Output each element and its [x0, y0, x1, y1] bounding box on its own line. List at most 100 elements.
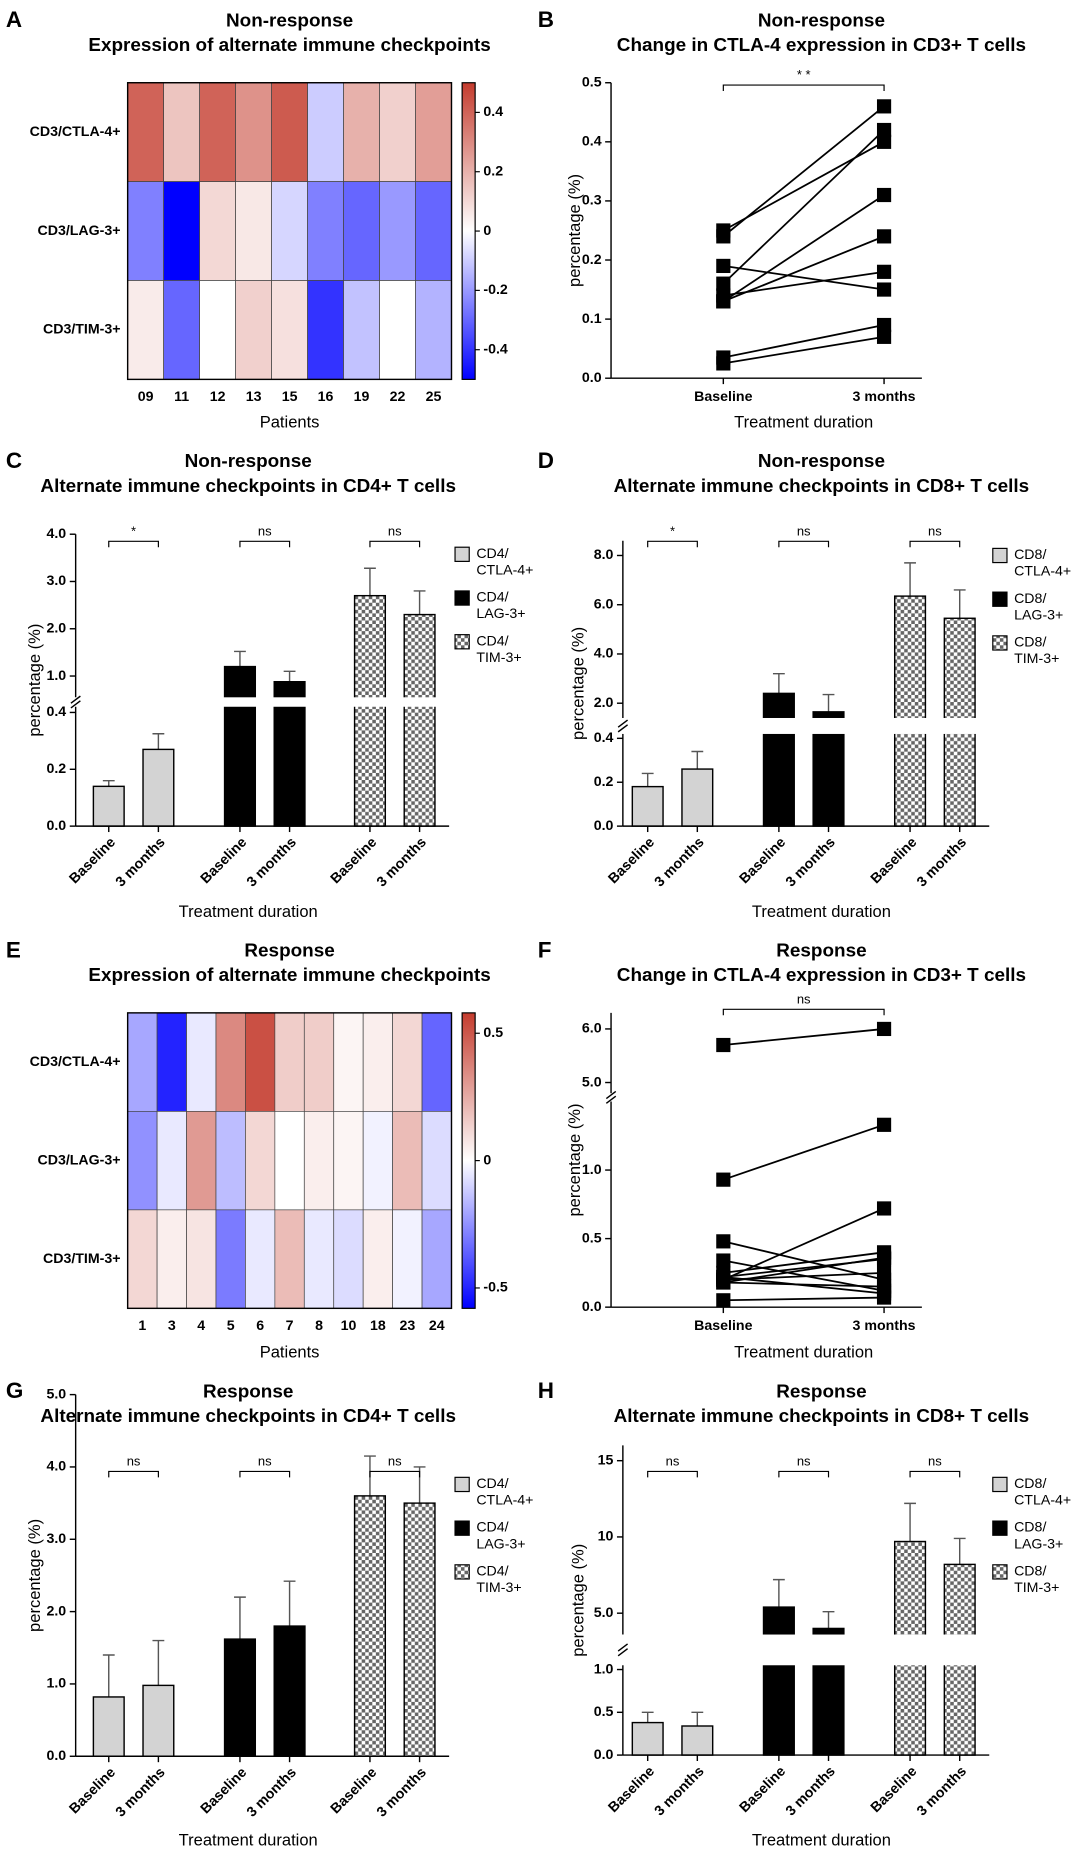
heatmap-cell: [215, 1111, 246, 1211]
heatmap-cell: [199, 280, 236, 380]
column-label: 16: [318, 389, 334, 405]
heatmap-cell: [156, 1111, 187, 1211]
error-bar: [234, 1596, 246, 1640]
axis-break: [617, 1648, 629, 1657]
x-tick-label: Baseline: [328, 834, 381, 887]
pair-marker: [876, 99, 892, 114]
legend-item: CD8/ LAG-3+: [1014, 1519, 1063, 1552]
y-tick-label: 0.2: [594, 774, 614, 790]
heatmap-cell: [186, 1209, 217, 1309]
significance-label: ns: [388, 523, 402, 538]
legend-swatch: [992, 591, 1008, 607]
bar: [273, 1625, 306, 1757]
legend-label: CD8/ CTLA-4+: [1014, 546, 1072, 580]
column-label: 5: [227, 1318, 235, 1334]
bar: [893, 595, 927, 827]
significance-bracket: [778, 1470, 830, 1478]
panel-letter: F: [538, 937, 552, 962]
column-label: 7: [286, 1318, 294, 1334]
chart-subtitle: Expression of alternate immune checkpoin…: [88, 965, 490, 986]
x-tick-label: Baseline: [737, 1763, 790, 1816]
colorbar-tick-label: -0.5: [483, 1280, 508, 1296]
bar: [403, 1502, 436, 1757]
x-tick-label: Baseline: [694, 1318, 752, 1334]
legend-item: CD8/ TIM-3+: [1014, 1562, 1059, 1595]
y-tick-label: 5.0: [47, 1386, 67, 1402]
column-label: 11: [174, 389, 189, 405]
error-bar: [283, 670, 296, 682]
y-tick-label: 0.0: [594, 1747, 614, 1763]
significance-bracket: [647, 540, 698, 548]
pair-marker: [876, 282, 892, 297]
y-tick-label: 4.0: [47, 526, 67, 542]
legend-item: CD8/ LAG-3+: [1014, 590, 1063, 623]
x-tick-label: Baseline: [328, 1765, 381, 1818]
error-bar: [691, 750, 704, 770]
x-tick-label: 3 months: [853, 389, 916, 405]
heatmap-cell: [156, 1012, 187, 1112]
y-tick-label: 0.3: [582, 193, 602, 209]
heatmap-cell: [333, 1012, 364, 1112]
legend-label: CD4/ LAG-3+: [476, 1518, 526, 1552]
bar: [223, 1638, 257, 1757]
error-bar: [234, 650, 246, 667]
chart-title: Response: [776, 940, 866, 961]
legend-swatch: [992, 635, 1008, 651]
y-axis-label: percentage (%): [569, 1544, 588, 1657]
column-label: 18: [370, 1318, 386, 1334]
x-tick-label: Baseline: [868, 1763, 921, 1816]
error-bar: [641, 772, 654, 787]
x-tick-label: 3 months: [244, 1765, 300, 1821]
y-tick-label: 6.0: [582, 1021, 602, 1037]
significance-bracket: [369, 540, 421, 548]
row-label: CD3/LAG-3+: [37, 1152, 120, 1168]
error-bar: [641, 1711, 654, 1723]
legend-swatch: [992, 1476, 1008, 1493]
bar: [142, 748, 175, 827]
significance-label: ns: [258, 523, 272, 538]
column-label: 15: [282, 389, 298, 405]
y-tick-label: 0.5: [594, 1704, 614, 1720]
y-tick-label: 0.5: [582, 1230, 602, 1246]
colorbar: [461, 82, 476, 380]
bar: [762, 1606, 795, 1756]
bar: [223, 665, 257, 827]
legend-label: CD4/ CTLA-4+: [476, 1474, 534, 1509]
heatmap-cell: [379, 280, 416, 380]
heatmap-cell: [127, 1111, 158, 1211]
heatmap-cell: [415, 280, 452, 380]
bar: [681, 1725, 714, 1756]
heatmap-cell: [235, 280, 272, 380]
y-tick-label: 0.0: [594, 818, 614, 834]
chart-subtitle: Alternate immune checkpoints in CD8+ T c…: [614, 1406, 1030, 1427]
colorbar-tick-label: -0.2: [483, 282, 508, 298]
bar: [631, 785, 664, 827]
x-tick-label: 3 months: [914, 1763, 970, 1819]
bar: [92, 785, 125, 827]
y-tick-label: 3.0: [47, 1531, 67, 1547]
pair-marker: [716, 1234, 731, 1249]
panel-letter: G: [6, 1378, 23, 1403]
significance-label: *: [131, 523, 136, 538]
pair-marker: [716, 1172, 731, 1187]
legend-label: CD4/ LAG-3+: [476, 588, 526, 622]
heatmap-cell: [362, 1209, 393, 1309]
bar: [353, 594, 387, 827]
legend-item: CD4/ LAG-3+: [476, 588, 526, 622]
pair-marker: [876, 134, 892, 149]
error-bar: [772, 1578, 785, 1608]
y-tick-label: 0.0: [47, 818, 67, 834]
x-axis-label: Patients: [260, 412, 320, 431]
pair-marker: [876, 1021, 892, 1037]
legend-swatch: [454, 1564, 470, 1580]
error-bar: [283, 1580, 296, 1627]
pair-line: [723, 1256, 885, 1284]
x-tick-label: 3 months: [783, 1763, 839, 1819]
x-axis-label: Treatment duration: [752, 1831, 891, 1850]
pair-line: [723, 324, 885, 359]
heatmap-cell: [215, 1209, 246, 1309]
pair-marker: [876, 1250, 892, 1265]
heatmap-cell: [392, 1012, 423, 1112]
x-tick-label: Baseline: [66, 1765, 119, 1818]
